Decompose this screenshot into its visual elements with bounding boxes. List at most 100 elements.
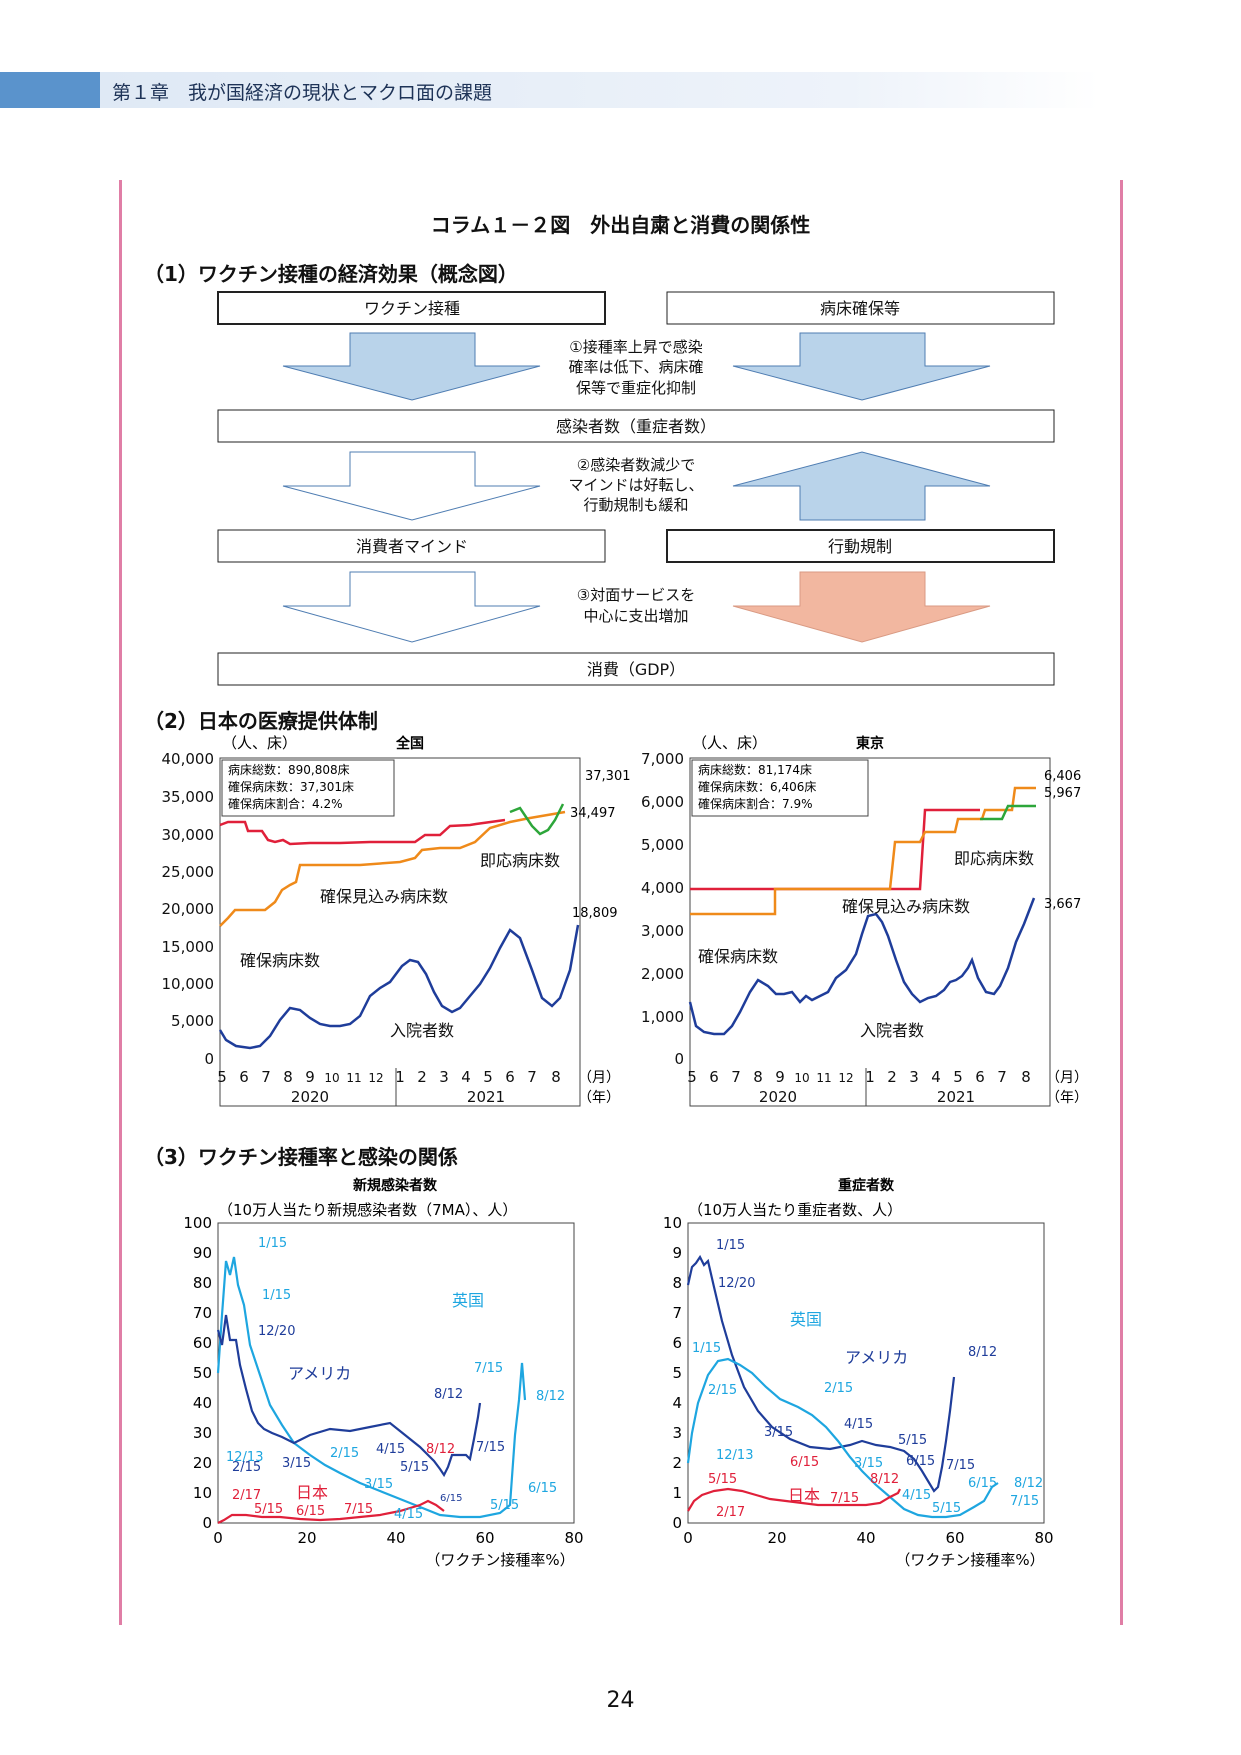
month-tick: 6 [505,1068,515,1086]
date-label: 5/15 [932,1501,961,1516]
month-tick: 9 [305,1068,315,1086]
y-tick: 20,000 [162,900,215,918]
box-mind [217,529,606,563]
figure-title: コラム１－２図 外出自粛と消費の関係性 [430,213,811,237]
y-tick: 0 [202,1514,212,1532]
inpatients-line [218,924,580,1050]
y-tick: 40 [193,1394,212,1412]
date-label: 5/15 [400,1460,429,1475]
chart-severe-cases: 重症者数 （10万人当たり重症者数、人） 10 9 8 7 6 5 4 3 2 … [663,1177,1054,1569]
y-tick: 5,000 [171,1012,214,1030]
end-label: 3,667 [1044,897,1081,912]
month-tick: 10 [794,1071,809,1085]
section2-title: （2）日本の医療提供体制 [144,709,378,733]
y-tick: 2 [672,1454,682,1472]
y-tick: 3,000 [641,922,684,940]
chart-tokyo: （人、床） 東京 病床総数：81,174床 確保病床数：6,406床 確保病床割… [641,734,1088,1107]
note2-line1: ②感染者数減少で [577,456,695,474]
year-label: 2020 [759,1088,797,1106]
date-label: 4/15 [902,1488,931,1503]
chart-title: 全国 [395,735,424,752]
immediate-green-line [509,803,565,836]
date-label: 1/15 [262,1288,291,1303]
month-tick: 7 [997,1068,1007,1086]
jp-line [217,1499,445,1524]
month-tick: 2 [887,1068,897,1086]
annotation: 即応病床数 [954,849,1034,868]
box-infected [217,409,1055,443]
year-unit: （年） [1046,1090,1088,1106]
note1-line2: 確率は低下、病床確 [568,358,703,376]
box-mind-label: 消費者マインド [356,537,468,556]
date-label: 5/15 [898,1433,927,1448]
y-tick: 90 [193,1244,212,1262]
date-label: 3/15 [764,1425,793,1440]
date-label: 5/15 [708,1472,737,1487]
year-label: 2021 [467,1088,505,1106]
month-tick: 6 [709,1068,719,1086]
y-tick: 5 [672,1364,682,1382]
chapter-tab [0,72,100,108]
date-label: 12/13 [716,1448,753,1463]
series-label-uk: 英国 [452,1291,484,1310]
y-tick: 10,000 [162,975,215,993]
chart-title: 東京 [856,735,884,752]
end-label: 5,967 [1044,786,1081,801]
legend-box [691,759,869,817]
y-tick: 5,000 [641,836,684,854]
box-consumption-label: 消費（GDP） [587,660,685,679]
month-tick: 7 [731,1068,741,1086]
immediate-beds-line [219,818,506,846]
unit-label: （人、床） [692,734,767,752]
immediate-beds-line [690,808,980,891]
end-label: 6,406 [1044,769,1081,784]
month-tick: 5 [483,1068,493,1086]
date-label: 12/13 [226,1450,263,1465]
immediate-green-line [980,804,1036,821]
date-label: 2/15 [708,1383,737,1398]
month-tick: 8 [283,1068,293,1086]
month-tick: 10 [324,1071,339,1085]
legend-line: 確保病床割合：7.9% [698,796,813,811]
annotation: 即応病床数 [480,851,560,870]
date-label: 8/12 [870,1472,899,1487]
month-tick: 5 [217,1068,227,1086]
x-tick: 80 [1034,1529,1053,1547]
date-label: 2/17 [716,1505,745,1520]
y-tick: 30 [193,1424,212,1442]
chart-subtitle: （10万人当たり重症者数、人） [688,1201,902,1219]
box-consumption [217,652,1055,686]
date-label: 1/15 [692,1341,721,1356]
x-axis-title: （ワクチン接種率%） [425,1551,574,1569]
unit-label: （人、床） [222,734,297,752]
section1-title: （1）ワクチン接種の経済効果（概念図） [144,262,518,286]
month-tick: 6 [239,1068,249,1086]
date-label: 4/15 [844,1417,873,1432]
note3-line2: 中心に支出増加 [583,607,688,625]
date-label: 6/15 [906,1454,935,1469]
medical-charts: （人、床） 全国 病床総数：890,808床 確保病床数：37,301床 確保病… [162,734,1088,1107]
x-tick: 40 [386,1529,405,1547]
month-tick: 1 [395,1068,405,1086]
box-vaccine-label: ワクチン接種 [364,299,460,318]
x-tick: 60 [475,1529,494,1547]
date-label: 2/15 [824,1381,853,1396]
series-label-jp: 日本 [296,1483,328,1502]
annotation: 確保見込み病床数 [320,887,448,906]
y-tick: 40,000 [162,750,215,768]
month-tick: 8 [753,1068,763,1086]
legend-line: 病床総数：81,174床 [698,762,812,777]
date-label: 5/15 [254,1502,283,1517]
box-infected-label: 感染者数（重症者数） [556,417,716,436]
date-label: 6/15 [296,1504,325,1519]
x-tick: 40 [856,1529,875,1547]
date-label: 5/15 [490,1498,519,1513]
series-label-us: アメリカ [288,1364,351,1383]
chart-title: 新規感染者数 [353,1177,438,1194]
y-tick: 6 [672,1334,682,1352]
date-label: 3/15 [364,1477,393,1492]
concept-diagram: ワクチン接種 病床確保等 感染者数（重症者数） 消費者マインド 行動規制 消費（… [217,291,1055,686]
legend-line: 病床総数：890,808床 [228,762,350,777]
box-beds-label: 病床確保等 [820,299,900,318]
chart-nation: （人、床） 全国 病床総数：890,808床 確保病床数：37,301床 確保病… [162,734,631,1107]
